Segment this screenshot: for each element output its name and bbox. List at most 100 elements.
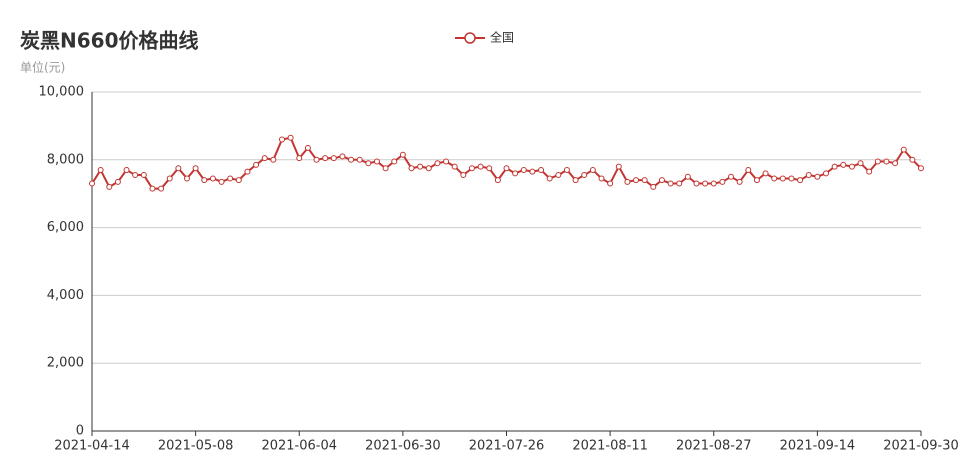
- point: [581, 172, 588, 179]
- point: [607, 180, 614, 187]
- point: [261, 155, 268, 162]
- point: [201, 177, 208, 184]
- point: [434, 160, 441, 167]
- point: [736, 178, 743, 185]
- point: [486, 165, 493, 172]
- point: [771, 175, 778, 182]
- point: [382, 165, 389, 172]
- point: [408, 165, 415, 172]
- point: [633, 177, 640, 184]
- point: [322, 155, 329, 162]
- point: [209, 175, 216, 182]
- point: [538, 166, 545, 173]
- point: [710, 180, 717, 187]
- point: [253, 161, 260, 168]
- point: [494, 177, 501, 184]
- point: [270, 156, 277, 163]
- point: [563, 166, 570, 173]
- x-tick-label: 2021-06-04: [261, 439, 337, 454]
- point: [460, 172, 467, 179]
- point: [451, 163, 458, 170]
- point: [114, 178, 121, 185]
- point: [814, 173, 821, 180]
- point: [123, 166, 130, 173]
- point: [399, 151, 406, 158]
- point: [373, 158, 380, 165]
- point: [918, 165, 924, 172]
- point: [624, 178, 631, 185]
- point: [391, 158, 398, 165]
- x-tick-label: 2021-08-11: [572, 439, 648, 454]
- point: [183, 175, 190, 182]
- point: [140, 172, 147, 179]
- point: [330, 155, 337, 162]
- point: [745, 166, 752, 173]
- point: [615, 163, 622, 170]
- point: [503, 165, 510, 172]
- point: [348, 156, 355, 163]
- point: [555, 172, 562, 179]
- point: [339, 153, 346, 160]
- point: [356, 156, 363, 163]
- x-tick-label: 2021-08-27: [676, 439, 752, 454]
- point: [702, 180, 709, 187]
- point: [805, 172, 812, 179]
- y-tick-label: 10,000: [39, 85, 85, 100]
- point: [797, 177, 804, 184]
- point: [658, 177, 665, 184]
- point: [192, 165, 199, 172]
- y-tick-label: 4,000: [47, 288, 84, 303]
- point: [520, 166, 527, 173]
- point: [753, 177, 760, 184]
- point: [693, 180, 700, 187]
- point: [892, 160, 899, 167]
- point: [425, 165, 432, 172]
- point: [667, 180, 674, 187]
- series-line: [91, 136, 922, 190]
- point: [598, 175, 605, 182]
- point: [823, 170, 830, 177]
- point: [365, 160, 372, 167]
- point: [840, 161, 847, 168]
- legend-marker: [464, 32, 476, 44]
- x-tick-label: 2021-09-14: [780, 439, 856, 454]
- point: [909, 156, 916, 163]
- point: [779, 175, 786, 182]
- point: [235, 177, 242, 184]
- point: [572, 177, 579, 184]
- legend-label: 全国: [490, 30, 514, 45]
- point: [132, 172, 139, 179]
- point: [762, 170, 769, 177]
- point: [313, 156, 320, 163]
- point: [175, 165, 182, 172]
- chart-subtitle: 单位(元): [20, 60, 65, 75]
- point: [857, 160, 864, 167]
- point: [158, 185, 165, 192]
- point: [684, 173, 691, 180]
- point: [287, 134, 294, 141]
- point: [468, 165, 475, 172]
- point: [296, 155, 303, 162]
- point: [417, 163, 424, 170]
- x-tick-label: 2021-06-30: [365, 439, 441, 454]
- point: [166, 175, 173, 182]
- point: [900, 146, 907, 153]
- point: [589, 166, 596, 173]
- x-tick-label: 2021-07-26: [469, 439, 545, 454]
- x-tick-label: 2021-04-14: [54, 439, 130, 454]
- chart-title: 炭黑N660价格曲线: [20, 29, 199, 53]
- point: [676, 180, 683, 187]
- y-tick-label: 6,000: [47, 220, 84, 235]
- point: [641, 177, 648, 184]
- x-tick-label: 2021-09-30: [883, 439, 959, 454]
- y-tick-label: 8,000: [47, 152, 84, 167]
- point: [227, 175, 234, 182]
- point: [831, 163, 838, 170]
- point: [89, 180, 95, 187]
- point: [443, 158, 450, 165]
- point: [97, 166, 104, 173]
- point: [512, 170, 519, 177]
- point: [788, 175, 795, 182]
- point: [866, 168, 873, 175]
